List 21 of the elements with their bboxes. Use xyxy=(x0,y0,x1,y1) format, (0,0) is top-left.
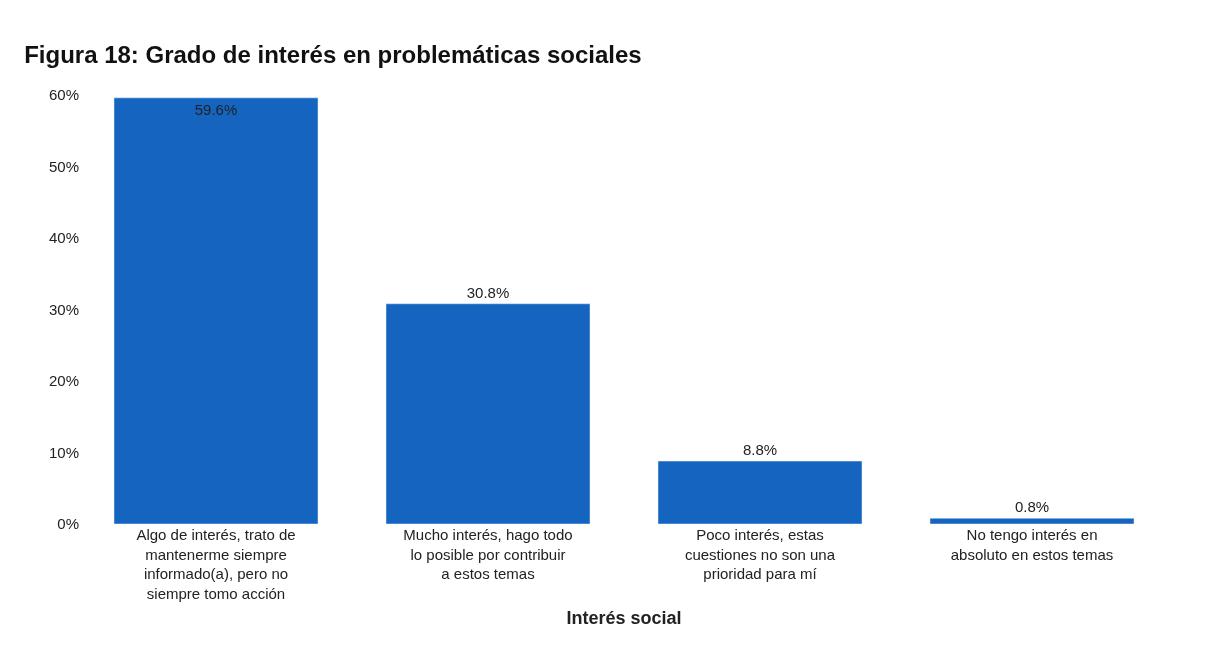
y-tick-label: 20% xyxy=(48,372,79,390)
data-label: 59.6% xyxy=(194,100,238,118)
bar xyxy=(385,303,591,524)
bar xyxy=(657,460,863,524)
x-axis-title: Interés social xyxy=(566,607,682,628)
y-tick-label: 50% xyxy=(48,157,79,175)
x-tick-label: Algo de interés, trato de mantenerme siempre informado(a), pero no siempre tomo acción xyxy=(136,526,296,602)
chart-title: Figura 18: Grado de interés en problemáticas sociales xyxy=(24,41,642,69)
x-tick-label: No tengo interés en absoluto en estos temas xyxy=(950,526,1114,563)
x-tick-label: Poco interés, estas cuestiones no son una prioridad para mí xyxy=(684,526,836,582)
x-tick-label: Mucho interés, hago todo lo posible por contribuir a estos temas xyxy=(403,526,573,582)
data-label: 8.8% xyxy=(742,441,778,459)
data-label: 30.8% xyxy=(466,283,510,301)
y-tick-label: 0% xyxy=(57,515,79,533)
y-tick-label: 30% xyxy=(48,300,79,318)
data-label: 0.8% xyxy=(1014,498,1050,516)
y-tick-label: 10% xyxy=(48,443,79,461)
y-tick-label: 60% xyxy=(48,86,79,104)
bar xyxy=(929,518,1135,524)
y-tick-label: 40% xyxy=(48,229,79,247)
bar xyxy=(113,97,319,524)
